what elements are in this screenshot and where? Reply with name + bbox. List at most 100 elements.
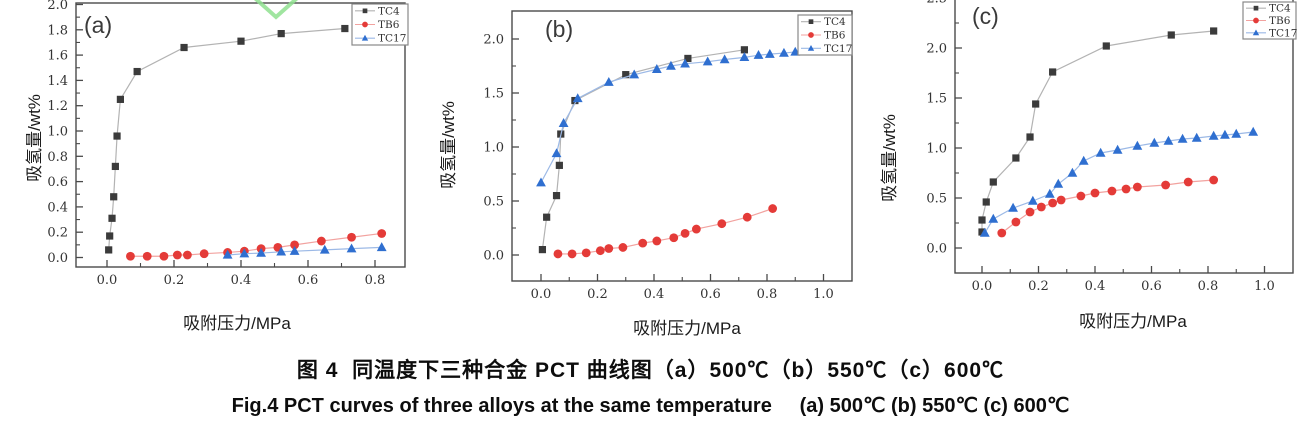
y-tick-label: 2.0 bbox=[483, 33, 504, 48]
circle-marker bbox=[1209, 175, 1219, 185]
circle-marker bbox=[362, 21, 368, 28]
y-tick-label: 0.5 bbox=[483, 195, 504, 210]
square-marker bbox=[978, 228, 986, 236]
triangle-marker bbox=[651, 64, 662, 73]
circle-marker bbox=[997, 228, 1007, 238]
series-TC17 bbox=[222, 242, 387, 259]
x-tick-label: 0.4 bbox=[231, 273, 252, 288]
triangle-marker bbox=[1053, 178, 1064, 188]
chart-panel-c: 0.0 0.2 0.4 0.6 0.8 1.0 0.0 0.5 1.0 1.5 2.0 2.5 (c) 吸… bbox=[880, 0, 1297, 331]
circle-marker bbox=[742, 212, 752, 222]
series-TB6 bbox=[997, 175, 1219, 238]
triangle-marker bbox=[1220, 129, 1230, 139]
circle-marker bbox=[638, 238, 648, 248]
x-tick-label: 1.0 bbox=[1254, 279, 1275, 294]
x-axis-title: 吸附压力/MPa bbox=[1079, 312, 1187, 331]
y-tick-label: 1.8 bbox=[47, 23, 68, 38]
x-tick-label: 0.0 bbox=[972, 279, 993, 294]
triangle-marker bbox=[289, 245, 300, 255]
circle-marker bbox=[768, 204, 778, 213]
triangle-marker bbox=[807, 44, 815, 51]
triangle-marker bbox=[1095, 147, 1106, 157]
triangle-marker bbox=[319, 244, 330, 254]
triangle-marker bbox=[739, 52, 750, 62]
triangle-marker bbox=[1231, 128, 1242, 138]
y-axis-title: 吸氢量/wt% bbox=[25, 94, 44, 182]
circle-marker bbox=[172, 250, 182, 260]
circle-marker bbox=[567, 249, 577, 259]
series-line bbox=[540, 51, 796, 183]
triangle-marker bbox=[1112, 144, 1123, 154]
y-tick-label: 0.6 bbox=[47, 175, 68, 190]
series-TC17 bbox=[979, 126, 1259, 237]
y-tick-label: 1.5 bbox=[926, 92, 947, 107]
circle-marker bbox=[1183, 177, 1193, 187]
triangle-marker bbox=[1132, 140, 1143, 150]
square-marker bbox=[108, 214, 116, 222]
square-marker bbox=[982, 198, 990, 206]
checkmark-watermark-icon bbox=[253, 0, 299, 20]
chart-panel-a: 0.0 0.2 0.4 0.6 0.8 0.0 0.2 0.4 0.6 0.8 1.0 1.2 1.4 1… bbox=[25, 0, 409, 333]
y-tick-label: 1.0 bbox=[926, 142, 947, 157]
panel-label: (a) bbox=[84, 12, 112, 38]
plot-border bbox=[954, 0, 1294, 274]
circle-marker bbox=[581, 248, 591, 258]
circle-marker bbox=[680, 229, 690, 238]
triangle-marker bbox=[1044, 188, 1055, 198]
x-tick-label: 0.0 bbox=[531, 287, 552, 302]
square-marker bbox=[341, 24, 349, 33]
legend-label: TC4 bbox=[378, 5, 400, 17]
square-marker bbox=[808, 19, 814, 25]
triangle-marker bbox=[1248, 126, 1259, 136]
charts-row: 0.0 0.2 0.4 0.6 0.8 0.0 0.2 0.4 0.6 0.8 1.0 1.2 1.4 1… bbox=[25, 0, 1297, 338]
x-tick-label: 0.4 bbox=[1085, 279, 1106, 294]
square-marker bbox=[116, 95, 124, 103]
y-tick-label: 0.4 bbox=[47, 200, 68, 215]
x-tick-label: 0.8 bbox=[757, 287, 778, 302]
triangle-marker bbox=[536, 177, 546, 187]
y-tick-label: 0.8 bbox=[47, 150, 68, 165]
triangle-marker bbox=[1027, 195, 1038, 205]
square-marker bbox=[180, 43, 188, 52]
circle-marker bbox=[377, 229, 387, 238]
square-marker bbox=[1032, 100, 1040, 108]
square-marker bbox=[684, 54, 692, 63]
triangle-marker bbox=[276, 246, 287, 256]
y-tick-label: 1.0 bbox=[483, 141, 504, 156]
x-axis-title: 吸附压力/MPa bbox=[633, 319, 741, 338]
series-TC17 bbox=[536, 46, 801, 187]
triangle-marker bbox=[666, 60, 676, 70]
legend-label: TC4 bbox=[824, 16, 846, 28]
series-TC4 bbox=[978, 27, 1218, 236]
square-marker bbox=[740, 46, 748, 54]
square-marker bbox=[538, 246, 547, 254]
y-tick-label: 1.6 bbox=[47, 49, 68, 64]
triangle-marker bbox=[222, 249, 233, 259]
x-tick-label: 1.0 bbox=[813, 287, 834, 302]
triangle-marker bbox=[979, 227, 990, 237]
legend-label: TC4 bbox=[1269, 3, 1291, 15]
x-tick-label: 0.6 bbox=[700, 287, 721, 302]
circle-marker bbox=[595, 246, 605, 256]
circle-marker bbox=[1253, 17, 1259, 24]
y-tick-label: 1.5 bbox=[483, 87, 504, 102]
triangle-marker bbox=[988, 213, 999, 223]
x-tick-label: 0.2 bbox=[587, 287, 608, 302]
triangle-marker bbox=[702, 56, 713, 66]
circle-marker bbox=[808, 32, 814, 38]
square-marker bbox=[555, 161, 563, 169]
circle-marker bbox=[199, 249, 209, 259]
circle-marker bbox=[604, 244, 614, 253]
square-marker bbox=[1012, 154, 1020, 162]
y-tick-label: 1.4 bbox=[47, 74, 68, 89]
y-tick-label: 0.0 bbox=[926, 242, 947, 257]
circle-marker bbox=[1056, 195, 1066, 205]
chart-panel-b: 0.0 0.2 0.4 0.6 0.8 1.0 0.0 0.5 1.0 1.5 2.0 (b) 吸附压力… bbox=[440, 10, 853, 338]
circle-marker bbox=[290, 240, 299, 250]
series-TB6 bbox=[126, 229, 387, 261]
circle-marker bbox=[142, 251, 152, 261]
triangle-marker bbox=[629, 69, 640, 79]
